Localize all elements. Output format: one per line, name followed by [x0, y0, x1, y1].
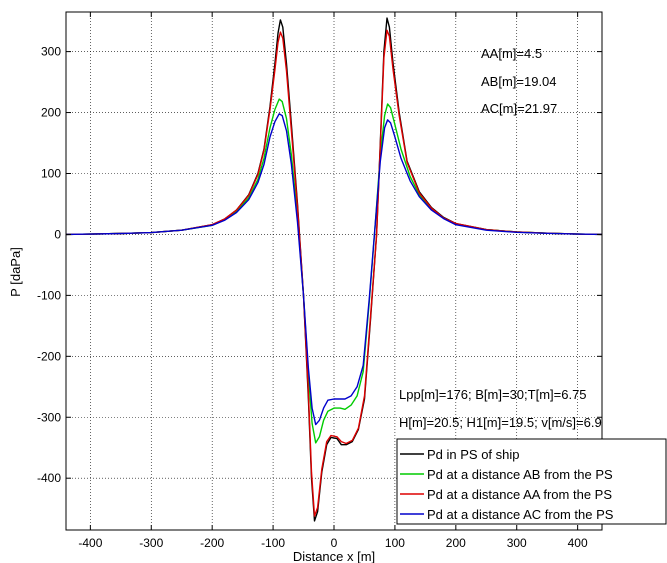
annotation-ship-params: H[m]=20.5; H1[m]=19.5; v[m/s]=6.9	[399, 415, 602, 430]
series-line-ac	[65, 113, 603, 426]
x-tick-label: 400	[568, 536, 588, 550]
y-tick-label: -300	[37, 410, 61, 424]
y-tick-label: 200	[41, 106, 61, 120]
series-line-aa	[65, 29, 603, 517]
x-tick-label: 100	[385, 536, 405, 550]
legend-label-aa: Pd at a distance AA from the PS	[427, 487, 612, 502]
y-tick-label: 100	[41, 166, 61, 180]
x-tick-label: -300	[139, 536, 163, 550]
series-lines	[65, 17, 603, 522]
y-tick-label: -200	[37, 349, 61, 363]
annotation-ac: AC[m]=21.97	[481, 101, 557, 116]
x-tick-label: -400	[78, 536, 102, 550]
legend-label-ac: Pd at a distance AC from the PS	[427, 507, 614, 522]
x-tick-label: -200	[200, 536, 224, 550]
x-tick-label: -100	[261, 536, 285, 550]
legend-box	[396, 438, 667, 525]
annotation-ship-dimensions: Lpp[m]=176; B[m]=30;T[m]=6.75	[399, 387, 587, 402]
annotation-ab: AB[m]=19.04	[481, 74, 557, 89]
y-axis-label: P [daPa]	[8, 247, 23, 297]
legend-label-ps: Pd in PS of ship	[427, 447, 520, 462]
x-tick-label: 300	[507, 536, 527, 550]
y-axis-ticks: -400 -300 -200 -100 0 100 200 300	[37, 45, 602, 485]
x-axis-label: Distance x [m]	[293, 549, 375, 563]
series-line-ab	[65, 98, 603, 444]
y-tick-label: 300	[41, 45, 61, 59]
grid-lines	[66, 12, 602, 530]
annotation-aa: AA[m]=4.5	[481, 46, 542, 61]
y-tick-label: -100	[37, 288, 61, 302]
legend-label-ab: Pd at a distance AB from the PS	[427, 467, 613, 482]
y-tick-label: 0	[54, 227, 61, 241]
x-axis-ticks: -400 -300 -200 -100 0 100 200 300 400	[78, 12, 588, 550]
legend: Pd in PS of ship Pd at a distance AB fro…	[396, 438, 667, 525]
x-tick-label: 0	[331, 536, 338, 550]
y-tick-label: -400	[37, 471, 61, 485]
x-tick-label: 200	[446, 536, 466, 550]
